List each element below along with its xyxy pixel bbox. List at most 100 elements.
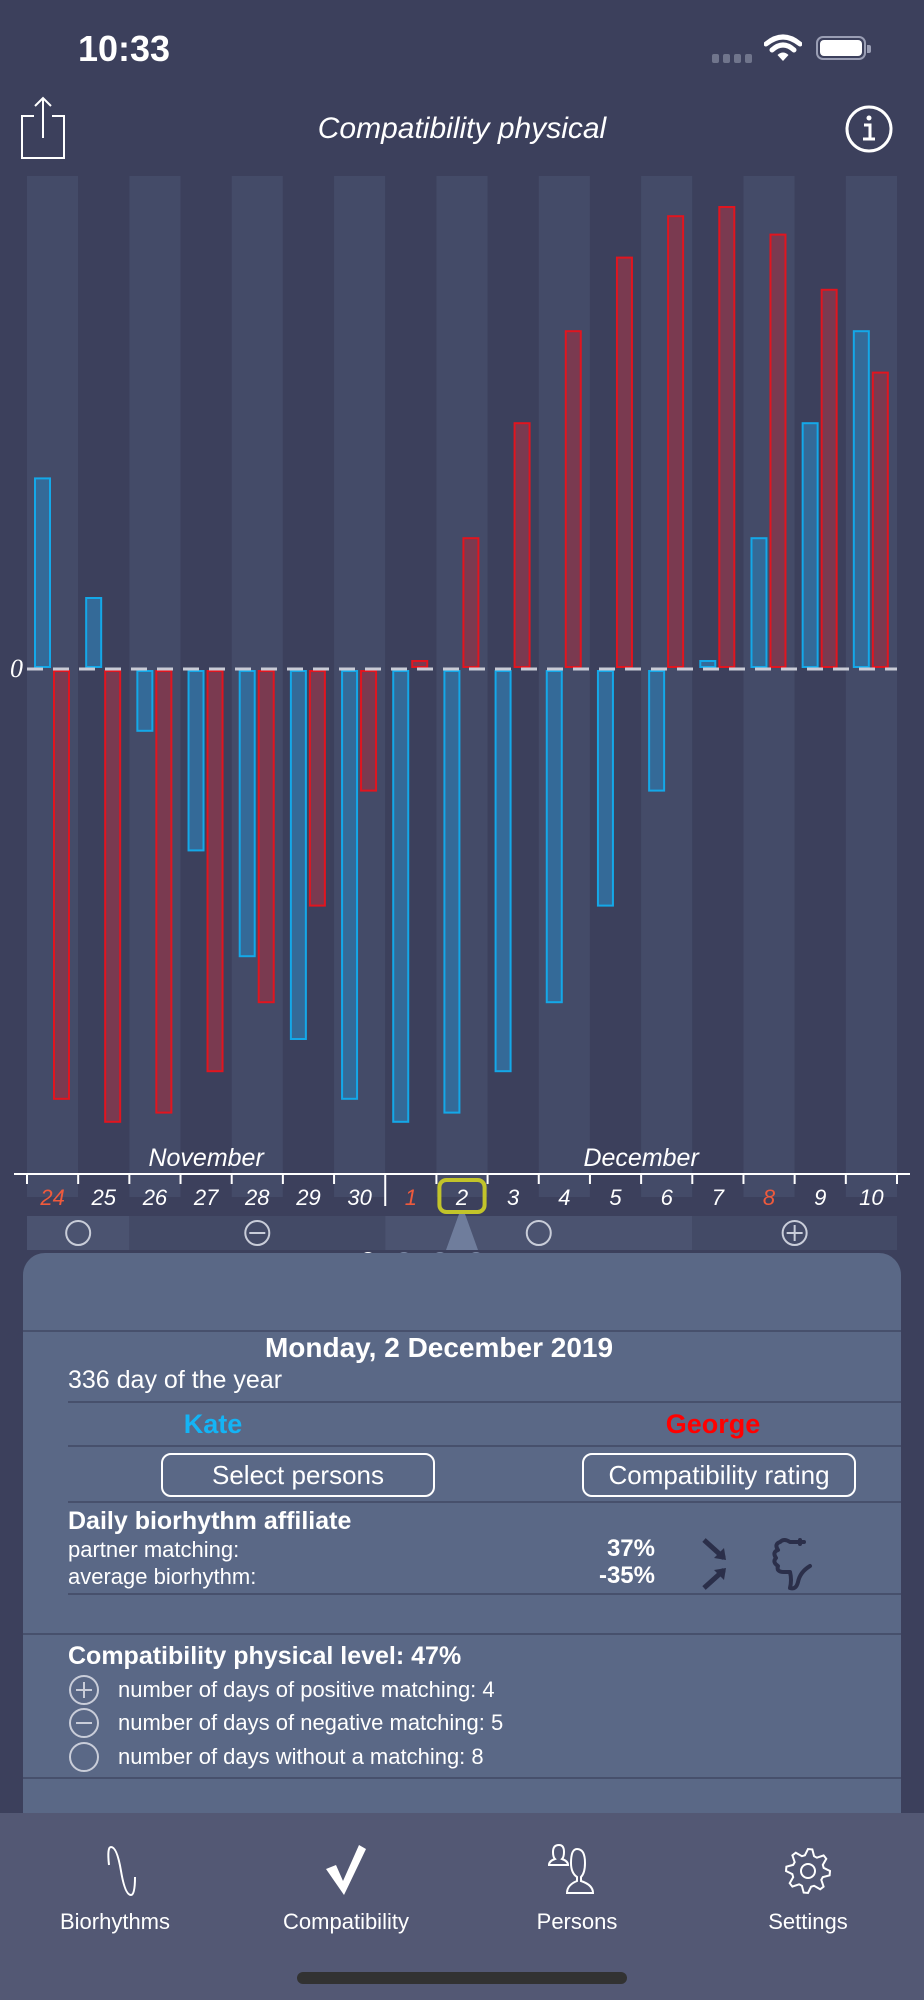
info-button[interactable] (844, 104, 894, 154)
info-icon (845, 105, 893, 153)
converging-arrows-icon (702, 1538, 726, 1590)
negative-days: number of days of negative matching: 5 (118, 1710, 504, 1735)
minus-circle-icon (69, 1708, 99, 1738)
bar-person2 (667, 215, 685, 668)
plus-circle-icon (69, 1675, 99, 1705)
divider (68, 1501, 901, 1503)
tab-bar: Biorhythms Compatibility Persons Setting… (0, 1813, 924, 2000)
bar-person1 (801, 422, 819, 669)
gear-outline (784, 1847, 832, 1895)
bar-person2 (308, 670, 326, 907)
month-label: November (148, 1144, 265, 1172)
tab-label: Settings (768, 1909, 848, 1934)
person2-name: George (665, 1409, 761, 1439)
day-label[interactable]: 4 (558, 1185, 570, 1210)
partner-matching-label: partner matching: (68, 1537, 240, 1562)
day-label[interactable]: 9 (814, 1185, 826, 1210)
day-label[interactable]: 28 (244, 1185, 270, 1210)
compatibility-rating-button[interactable]: Compatibility rating (582, 1453, 856, 1497)
divider (68, 1445, 901, 1447)
selected-day-marker (437, 1178, 487, 1214)
gear-icon (784, 1847, 832, 1895)
day-label[interactable]: 26 (142, 1185, 168, 1210)
day-label[interactable]: 7 (712, 1185, 725, 1210)
bar-person1 (596, 670, 614, 907)
day-column[interactable] (27, 176, 79, 1197)
bar-person2 (564, 330, 582, 668)
day-column[interactable] (845, 176, 897, 1197)
share-icon (21, 96, 65, 159)
average-biorhythm-label: average biorhythm: (68, 1564, 257, 1589)
daily-affiliate-title: Daily biorhythm affiliate (68, 1507, 352, 1535)
day-label[interactable]: 8 (763, 1185, 776, 1210)
day-label[interactable]: 5 (609, 1185, 622, 1210)
bar-person1 (545, 670, 563, 1004)
minus-circle-icon (244, 1220, 271, 1246)
day-column[interactable] (743, 176, 795, 1197)
thumbs-down-icon (772, 1538, 812, 1591)
bar-person1 (648, 670, 666, 792)
day-column[interactable] (794, 176, 846, 1197)
average-biorhythm-value: -35% (598, 1562, 655, 1589)
day-label[interactable]: 30 (347, 1185, 372, 1210)
month-label: December (583, 1144, 700, 1172)
compatibility-chart[interactable]: 0 24 25 26 27 28 29 30 1 2 3 4 5 6 7 8 9 10 November Decem… (0, 160, 924, 1250)
bar-person2 (718, 206, 736, 668)
bar-person1 (443, 670, 461, 1114)
none-days: number of days without a matching: 8 (118, 1744, 484, 1769)
page-title: Compatibility physical (317, 112, 607, 145)
partner-matching-value: 37% (606, 1535, 655, 1562)
selection-pointer (446, 1214, 478, 1250)
positive-days: number of days of positive matching: 4 (118, 1677, 495, 1702)
day-label[interactable]: 1 (405, 1185, 417, 1210)
status-time: 10:33 (78, 28, 171, 69)
share-button[interactable] (20, 96, 68, 162)
bar-person1 (341, 670, 359, 1100)
day-label[interactable]: 3 (507, 1185, 520, 1210)
divider (23, 1330, 901, 1332)
bar-person2 (411, 660, 429, 668)
home-indicator[interactable] (297, 1972, 627, 1984)
day-label[interactable]: 25 (91, 1185, 117, 1210)
divider (68, 1401, 901, 1403)
day-label[interactable]: 6 (661, 1185, 674, 1210)
bar-person1 (494, 670, 512, 1073)
bar-person2 (257, 670, 275, 1004)
bar-person1 (136, 670, 154, 732)
day-label[interactable]: 10 (859, 1185, 884, 1210)
bar-person2 (513, 422, 531, 669)
checkmark-icon (326, 1845, 366, 1895)
bar-person2 (769, 233, 787, 668)
day-column[interactable] (692, 176, 744, 1197)
divider (68, 1593, 901, 1595)
bar-person2 (104, 670, 122, 1123)
select-persons-button[interactable]: Select persons (161, 1453, 435, 1497)
day-label[interactable]: 24 (39, 1185, 64, 1210)
day-column[interactable] (78, 176, 130, 1197)
info-panel (23, 1253, 901, 1813)
bar-person2 (155, 670, 173, 1114)
bar-person2 (53, 670, 70, 1100)
bar-person2 (615, 256, 633, 668)
bar-person1 (392, 670, 410, 1123)
bar-person1 (238, 670, 256, 958)
zero-label: 0 (10, 654, 23, 683)
bar-person1 (34, 477, 51, 668)
day-label[interactable]: 27 (193, 1185, 219, 1210)
bar-person2 (360, 670, 378, 792)
divider (23, 1633, 901, 1635)
compatibility-level-title: Compatibility physical level: 47% (68, 1642, 462, 1670)
persons-icon (547, 1843, 595, 1894)
day-label[interactable]: 29 (295, 1185, 320, 1210)
sine-wave-icon (107, 1846, 136, 1897)
day-label[interactable]: 2 (455, 1185, 468, 1210)
bar-person1 (699, 660, 717, 668)
empty-circle-icon (69, 1742, 99, 1772)
tab-label: Persons (536, 1909, 618, 1934)
day-of-year: 336 day of the year (68, 1366, 283, 1394)
bar-person1 (289, 670, 307, 1040)
tab-label: Compatibility (283, 1909, 409, 1934)
wifi-icon (764, 34, 802, 61)
selected-date: Monday, 2 December 2019 (264, 1332, 614, 1363)
bar-person1 (750, 537, 768, 669)
